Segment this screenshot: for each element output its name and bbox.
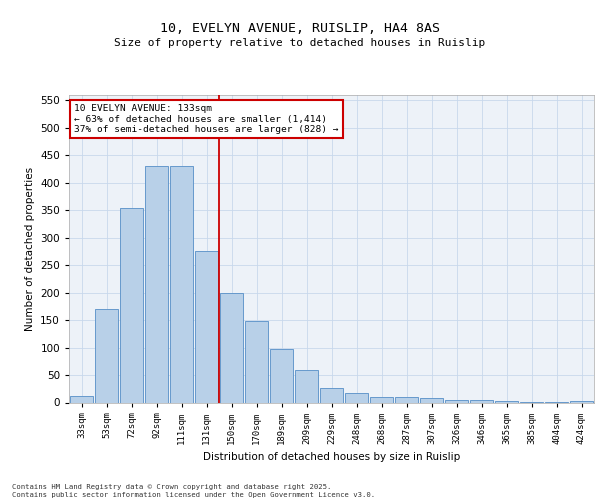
Bar xyxy=(445,400,469,402)
Bar xyxy=(344,392,368,402)
Text: 10, EVELYN AVENUE, RUISLIP, HA4 8AS: 10, EVELYN AVENUE, RUISLIP, HA4 8AS xyxy=(160,22,440,36)
Bar xyxy=(220,292,244,403)
Bar xyxy=(119,208,143,402)
Bar xyxy=(395,397,418,402)
Text: Contains HM Land Registry data © Crown copyright and database right 2025.
Contai: Contains HM Land Registry data © Crown c… xyxy=(12,484,375,498)
Bar xyxy=(70,396,94,402)
Bar xyxy=(370,397,394,402)
Bar xyxy=(95,309,118,402)
Bar xyxy=(569,401,593,402)
Bar xyxy=(170,166,193,402)
Text: Size of property relative to detached houses in Ruislip: Size of property relative to detached ho… xyxy=(115,38,485,48)
Y-axis label: Number of detached properties: Number of detached properties xyxy=(25,166,35,331)
Bar xyxy=(295,370,319,402)
X-axis label: Distribution of detached houses by size in Ruislip: Distribution of detached houses by size … xyxy=(203,452,460,462)
Text: 10 EVELYN AVENUE: 133sqm
← 63% of detached houses are smaller (1,414)
37% of sem: 10 EVELYN AVENUE: 133sqm ← 63% of detach… xyxy=(74,104,339,134)
Bar xyxy=(419,398,443,402)
Bar xyxy=(194,252,218,402)
Bar xyxy=(320,388,343,402)
Bar xyxy=(470,400,493,402)
Bar xyxy=(245,321,268,402)
Bar xyxy=(145,166,169,402)
Bar xyxy=(269,348,293,403)
